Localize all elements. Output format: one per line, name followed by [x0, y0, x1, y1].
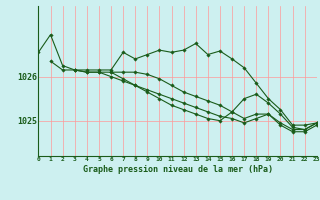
- X-axis label: Graphe pression niveau de la mer (hPa): Graphe pression niveau de la mer (hPa): [83, 165, 273, 174]
